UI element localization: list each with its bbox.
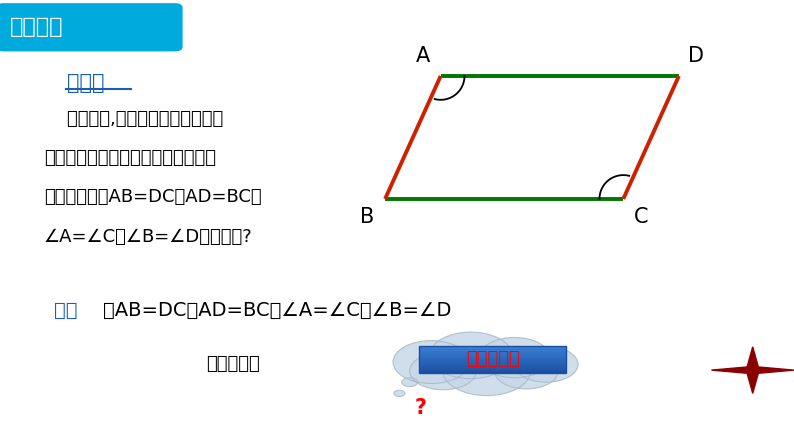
Text: C: C	[634, 207, 648, 227]
Text: 结果: 结果	[54, 301, 78, 320]
Text: B: B	[360, 207, 375, 227]
Circle shape	[394, 390, 405, 396]
Text: ：AB=DC，AD=BC，∠A=∠C，∠B=∠D: ：AB=DC，AD=BC，∠A=∠C，∠B=∠D	[103, 301, 452, 320]
Bar	[419, 356, 566, 357]
Bar	[419, 347, 566, 348]
Bar	[419, 351, 566, 352]
Bar	[419, 355, 566, 356]
Text: D: D	[688, 46, 704, 66]
Polygon shape	[711, 347, 794, 393]
Bar	[419, 369, 566, 370]
Bar	[419, 359, 566, 360]
Bar	[419, 354, 566, 355]
Bar	[419, 364, 566, 365]
Circle shape	[515, 346, 578, 382]
Bar	[419, 362, 566, 363]
Bar	[419, 350, 566, 351]
Bar	[419, 370, 566, 371]
Bar	[419, 371, 566, 372]
Bar	[419, 360, 566, 361]
Circle shape	[443, 346, 530, 396]
Bar	[419, 348, 566, 349]
Circle shape	[393, 341, 469, 384]
Text: 你能证明吗: 你能证明吗	[466, 350, 519, 368]
Bar	[419, 349, 566, 350]
Text: 猜想正确。: 猜想正确。	[206, 355, 260, 373]
Text: 据，验证猜想AB=DC，AD=BC，: 据，验证猜想AB=DC，AD=BC，	[44, 188, 261, 206]
Circle shape	[479, 337, 550, 378]
Text: 新知详解: 新知详解	[10, 17, 63, 37]
Circle shape	[402, 378, 418, 387]
Bar	[419, 346, 566, 347]
Circle shape	[495, 353, 558, 389]
Bar	[419, 372, 566, 373]
Text: 中平行四边形的边和角，并记录下数: 中平行四边形的边和角，并记录下数	[44, 149, 216, 167]
Bar	[419, 365, 566, 366]
FancyBboxPatch shape	[0, 3, 183, 51]
Bar	[419, 352, 566, 353]
Circle shape	[410, 352, 476, 390]
Text: 量一量: 量一量	[67, 73, 105, 93]
Circle shape	[430, 332, 512, 379]
Bar	[419, 366, 566, 367]
Bar	[419, 353, 566, 354]
Bar	[419, 363, 566, 364]
Bar	[419, 361, 566, 362]
Bar	[419, 346, 566, 373]
Text: ∠A=∠C，∠B=∠D是否正确?: ∠A=∠C，∠B=∠D是否正确?	[44, 228, 252, 245]
Text: 请用直尺,量角器等工具度量你手: 请用直尺,量角器等工具度量你手	[44, 110, 223, 127]
Text: A: A	[416, 46, 430, 66]
Bar	[419, 368, 566, 369]
Bar	[419, 357, 566, 358]
Bar	[419, 358, 566, 359]
Bar	[419, 367, 566, 368]
Text: ?: ?	[414, 398, 427, 418]
